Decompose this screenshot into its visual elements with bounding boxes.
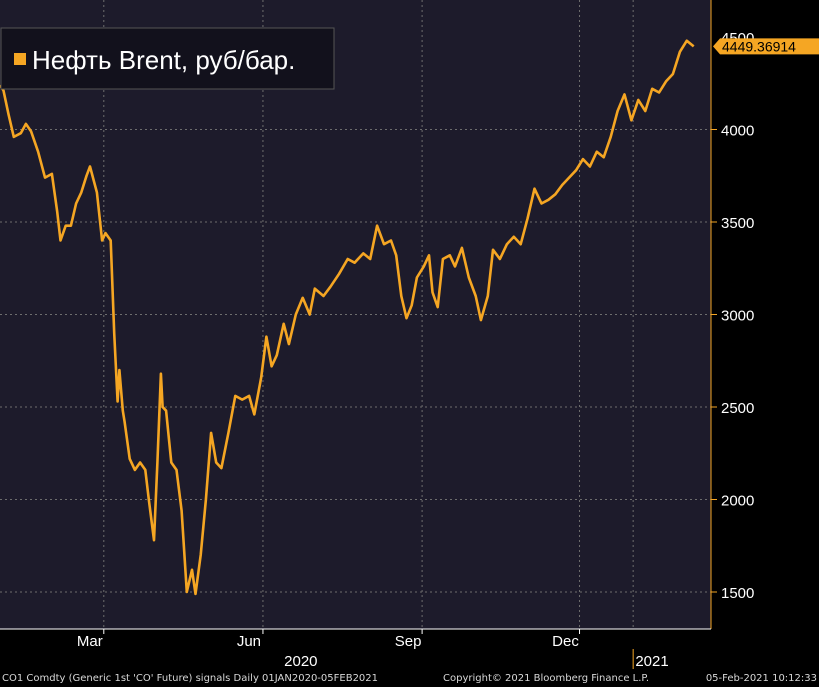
y-tick-label: 4000 [721,123,754,140]
footer-source: CO1 Comdty (Generic 1st 'CO' Future) sig… [2,673,379,684]
year-label: 2020 [284,653,317,669]
last-value-tag [713,38,819,55]
last-value-label: 4449.36914 [722,38,796,54]
legend-swatch [14,53,26,65]
chart-svg: 1500200025003000350040004500MarJunSepDec… [0,0,819,669]
year-label: 2021 [635,653,668,669]
series-layer [0,39,695,596]
x-tick-label: Mar [77,633,103,650]
y-tick-label: 1500 [721,585,754,602]
legend-box [0,27,335,90]
legend: Нефть Brent, руб/бар. [0,27,335,90]
y-tick-label: 2000 [721,493,754,510]
footer-copyright: Copyright© 2021 Bloomberg Finance L.P. [443,673,650,684]
x-tick-label: Sep [395,633,422,650]
y-tick-label: 2500 [721,400,754,417]
y-tick-label: 3000 [721,308,754,325]
axes: 1500200025003000350040004500MarJunSepDec… [0,0,819,669]
footer-timestamp: 05-Feb-2021 10:12:33 [705,673,817,684]
legend-label: Нефть Brent, руб/бар. [32,45,295,75]
series-line [0,39,695,596]
x-tick-label: Dec [552,633,579,650]
gridlines [0,0,711,629]
y-tick-label: 3500 [721,215,754,232]
footer-bar: CO1 Comdty (Generic 1st 'CO' Future) sig… [0,669,819,687]
x-tick-label: Jun [237,633,261,650]
